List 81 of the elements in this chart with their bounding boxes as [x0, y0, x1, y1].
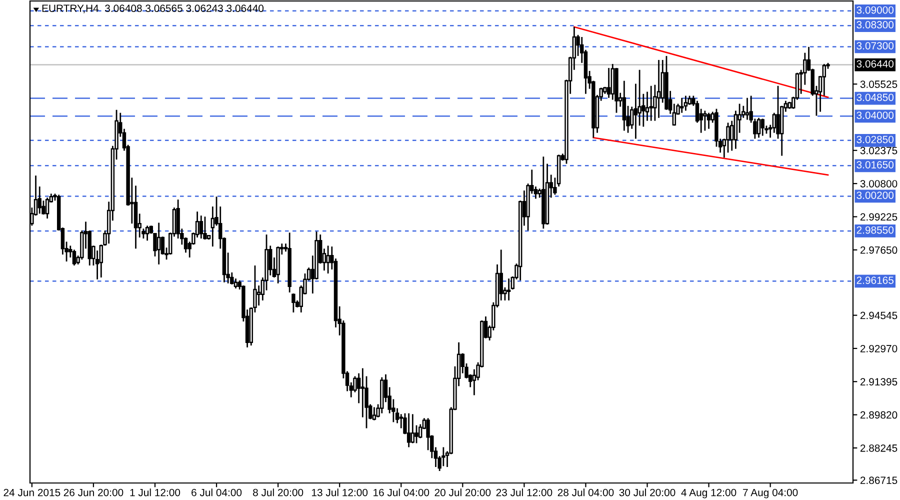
ref-line-label: 3.09000: [856, 6, 894, 14]
candlestick: [606, 67, 611, 99]
x-tick-label: 16 Jul 04:00: [374, 488, 430, 496]
y-tick-label: 2.86715: [860, 476, 898, 484]
candlestick: [822, 63, 826, 96]
candlestick: [542, 156, 546, 230]
ref-line-label: 2.98550: [856, 226, 894, 234]
candlestick: [288, 232, 292, 294]
candlestick: [418, 424, 422, 439]
candlestick: [638, 69, 642, 126]
candlestick: [656, 59, 661, 119]
candlestick: [156, 222, 161, 266]
candlestick: [234, 278, 238, 290]
ref-line-label: 3.02850: [856, 136, 894, 144]
candlestick: [622, 80, 626, 132]
candlestick: [210, 206, 215, 248]
candlestick: [649, 85, 653, 122]
candlestick: [264, 234, 268, 292]
candlestick: [653, 84, 657, 122]
x-tick-label: 8 Jul 20:00: [253, 488, 304, 496]
ref-line-label: 3.04850: [856, 94, 894, 102]
x-tick-label: 20 Jul 20:00: [434, 488, 491, 496]
x-tick-label: 26 Jun 20:00: [64, 488, 124, 496]
y-tick-label: 2.99225: [860, 213, 898, 221]
candlestick: [184, 236, 188, 254]
candlestick: [392, 398, 396, 423]
candlestick: [634, 83, 638, 140]
candlestick: [45, 196, 50, 220]
candlestick: [760, 118, 764, 136]
candlestick: [745, 97, 750, 120]
y-tick-label: 2.88245: [860, 444, 898, 452]
candlestick: [406, 412, 411, 448]
ref-line-label: 3.07300: [856, 42, 894, 50]
candlestick: [292, 292, 296, 314]
ref-line-label: 3.08300: [856, 21, 894, 28]
candlestick: [556, 154, 561, 188]
candlestick: [680, 97, 684, 114]
y-tick-label: 2.91395: [860, 378, 898, 386]
candlestick: [610, 63, 614, 100]
x-tick-label: 28 Jul 04:00: [558, 488, 614, 496]
ref-line-label: 3.00200: [856, 192, 894, 199]
ref-line-label: 2.96165: [856, 276, 894, 284]
y-tick-label: 2.97650: [860, 246, 898, 254]
candlestick: [442, 446, 446, 467]
x-tick-label: 6 Jul 04:00: [192, 488, 242, 496]
candlestick: [145, 224, 150, 242]
y-tick-label: 2.94545: [860, 312, 898, 320]
y-tick-label: 3.02375: [860, 146, 898, 154]
candlestick: [534, 186, 538, 200]
candlestick: [72, 248, 76, 266]
y-tick-label: 2.92970: [860, 344, 898, 352]
x-tick-label: 1 Jul 12:00: [130, 488, 180, 496]
candlestick: [334, 258, 338, 328]
x-tick-label: 30 Jul 20:00: [619, 488, 676, 496]
x-tick-label: 23 Jul 12:00: [496, 488, 552, 496]
y-tick-label: 2.89820: [860, 411, 898, 419]
candlestick: [703, 110, 707, 132]
y-tick-label: 3.05525: [860, 80, 898, 88]
candlestick: [176, 198, 180, 240]
candlestick: [380, 376, 384, 414]
x-tick-label: 4 Aug 12:00: [681, 488, 736, 498]
candlestick: [506, 278, 511, 302]
candlestick: [360, 368, 365, 418]
candlestick: [364, 376, 368, 429]
candlestick: [326, 244, 330, 274]
chart-title: EURTRY,H4 3.06408 3.06565 3.06243 3.06440: [42, 4, 264, 14]
candlestick: [230, 272, 234, 286]
ref-line-label: 3.04000: [856, 112, 894, 119]
x-tick-label: 7 Aug 04:00: [743, 488, 798, 498]
candlestick: [80, 230, 84, 260]
x-tick-label: 24 Jun 2015: [4, 488, 60, 496]
x-tick-label: 13 Jul 12:00: [312, 488, 368, 496]
candlestick: [592, 80, 596, 138]
ref-line-label: 3.01650: [856, 161, 894, 168]
candlestick: [684, 95, 688, 112]
y-tick-label: 3.00800: [860, 180, 898, 188]
candlestick: [756, 117, 761, 138]
ref-line-label: 3.06440: [856, 60, 894, 68]
candlestick: [199, 214, 203, 240]
candlestick: [410, 413, 415, 444]
candlestick: [372, 406, 376, 421]
